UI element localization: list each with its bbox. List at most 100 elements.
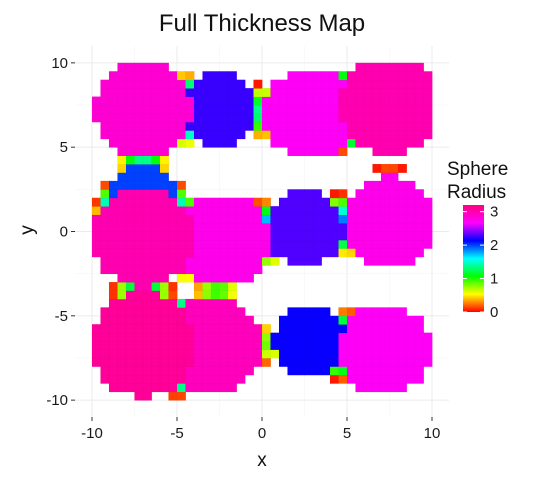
heatmap-cell: [423, 104, 433, 114]
heatmap-cell: [312, 71, 322, 81]
y-tick-label: -5: [55, 308, 68, 325]
heatmap-cell: [253, 214, 263, 224]
heatmap-cell: [159, 214, 169, 224]
heatmap-cell: [346, 130, 356, 140]
heatmap-cell: [176, 231, 186, 241]
heatmap-cell: [304, 332, 314, 342]
heatmap-cell: [406, 206, 416, 216]
heatmap-cell: [287, 79, 297, 89]
heatmap-cell: [134, 163, 144, 173]
heatmap-cell: [210, 281, 220, 291]
heatmap-cell: [151, 130, 161, 140]
heatmap-cell: [423, 239, 433, 249]
heatmap-cell: [151, 324, 161, 334]
heatmap-cell: [363, 383, 373, 393]
heatmap-cell: [151, 281, 161, 291]
heatmap-cell: [423, 88, 433, 98]
heatmap-cell: [151, 214, 161, 224]
heatmap-cell: [185, 265, 195, 275]
heatmap-cell: [321, 138, 331, 148]
heatmap-cell: [355, 104, 365, 114]
heatmap-cell: [423, 222, 433, 232]
heatmap-cell: [414, 231, 424, 241]
heatmap-cell: [134, 214, 144, 224]
heatmap-cell: [380, 121, 390, 131]
heatmap-cell: [389, 197, 399, 207]
heatmap-cell: [142, 180, 152, 190]
heatmap-cell: [142, 340, 152, 351]
heatmap-cell: [380, 189, 390, 199]
heatmap-cell: [295, 88, 305, 98]
heatmap-cell: [159, 121, 169, 131]
heatmap-cell: [117, 222, 127, 232]
heatmap-cell: [406, 214, 416, 224]
heatmap-cell: [134, 121, 144, 131]
heatmap-cell: [91, 206, 101, 216]
heatmap-cell: [355, 315, 365, 325]
heatmap-cell: [355, 231, 365, 241]
heatmap-cell: [423, 214, 433, 224]
heatmap-cell: [185, 88, 195, 98]
heatmap-cell: [168, 340, 178, 351]
heatmap-cell: [125, 163, 135, 173]
heatmap-cell: [423, 231, 433, 241]
heatmap-cell: [168, 374, 178, 384]
heatmap-cell: [100, 79, 110, 89]
heatmap-cell: [176, 239, 186, 249]
heatmap-cell: [142, 281, 152, 291]
heatmap-cell: [176, 138, 186, 148]
heatmap-cell: [380, 248, 390, 258]
heatmap-cell: [151, 96, 161, 106]
heatmap-cell: [193, 248, 203, 258]
heatmap-cell: [414, 214, 424, 224]
x-tick-label: 5: [343, 425, 351, 442]
heatmap-cell: [176, 206, 186, 216]
heatmap-cell: [134, 383, 144, 393]
heatmap-cell: [117, 138, 127, 148]
heatmap-cell: [227, 113, 237, 123]
heatmap-cell: [346, 366, 356, 376]
heatmap-cell: [134, 71, 144, 81]
heatmap-cell: [134, 256, 144, 266]
heatmap-cell: [227, 383, 237, 393]
heatmap-cell: [159, 290, 169, 300]
heatmap-cell: [176, 222, 186, 232]
heatmap-cell: [380, 138, 390, 148]
heatmap-cell: [312, 130, 322, 140]
heatmap-cell: [414, 340, 424, 351]
heatmap-cell: [329, 79, 339, 89]
heatmap-cell: [151, 239, 161, 249]
heatmap-cell: [185, 315, 195, 325]
heatmap-cell: [236, 256, 246, 266]
heatmap-cell: [355, 239, 365, 249]
heatmap-cell: [176, 104, 186, 114]
heatmap-cell: [253, 79, 263, 89]
heatmap-cell: [185, 104, 195, 114]
heatmap-cell: [117, 298, 127, 308]
heatmap-cell: [117, 113, 127, 123]
heatmap-cell: [219, 332, 229, 342]
heatmap-cell: [312, 79, 322, 89]
heatmap-cell: [321, 239, 331, 249]
heatmap-cell: [125, 155, 135, 165]
heatmap-cell: [397, 324, 407, 334]
heatmap-cell: [176, 315, 186, 325]
heatmap-cell: [389, 366, 399, 376]
heatmap-cell: [380, 180, 390, 190]
heatmap-cell: [270, 130, 280, 140]
heatmap-cell: [414, 357, 424, 367]
heatmap-cell: [278, 206, 288, 216]
heatmap-cell: [389, 88, 399, 98]
heatmap-cell: [363, 130, 373, 140]
heatmap-cell: [193, 79, 203, 89]
heatmap-cells: [91, 62, 433, 401]
heatmap-cell: [406, 79, 416, 89]
heatmap-cell: [414, 88, 424, 98]
heatmap-cell: [168, 391, 178, 401]
heatmap-cell: [423, 79, 433, 89]
heatmap-cell: [329, 324, 339, 334]
heatmap-cell: [312, 357, 322, 367]
heatmap-cell: [185, 374, 195, 384]
heatmap-cell: [193, 307, 203, 317]
heatmap-cell: [125, 71, 135, 81]
